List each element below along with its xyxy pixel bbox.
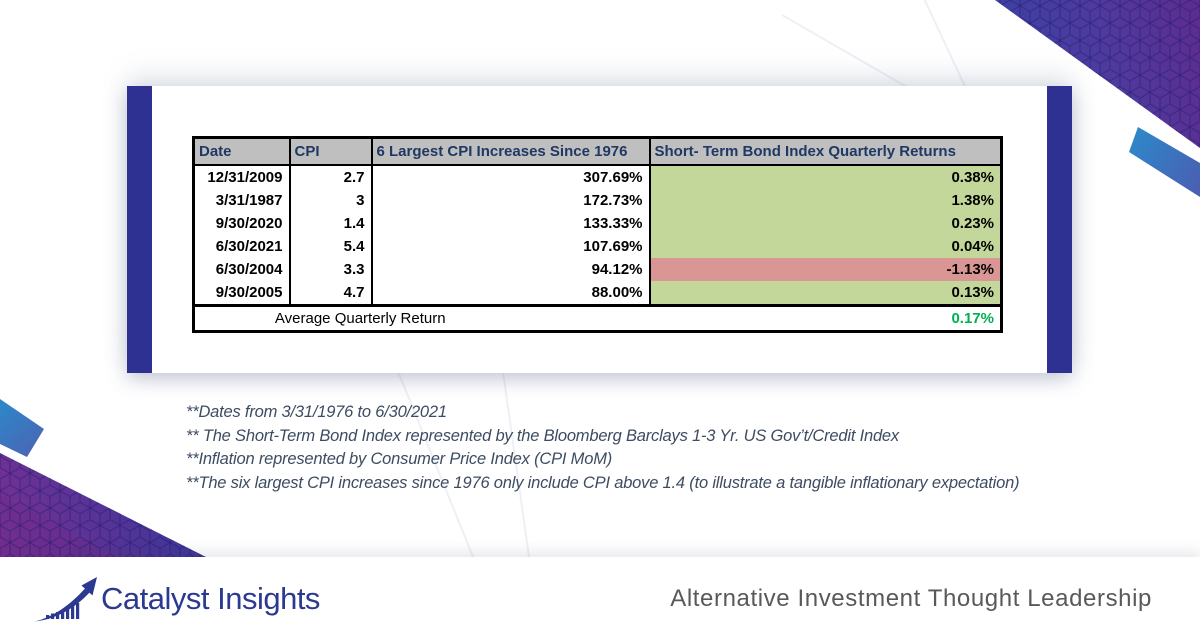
- blue-band-top-right: [1129, 127, 1200, 197]
- table-card: Date CPI 6 Largest CPI Increases Since 1…: [127, 86, 1072, 373]
- cell-date: 12/31/2009: [207, 169, 283, 186]
- table-row: 9/30/2020 1.4 133.33% 0.23%: [194, 212, 1002, 235]
- hex-wedge-bottom-left: [0, 453, 206, 557]
- header-cpi: CPI: [288, 137, 372, 166]
- cell-increase: 133.33%: [370, 212, 650, 235]
- cell-cpi: 3.3: [288, 258, 372, 281]
- footnote-line: **The six largest CPI increases since 19…: [186, 473, 1020, 492]
- header-bond-returns: Short- Term Bond Index Quarterly Returns: [648, 137, 1002, 166]
- footnote-line: **Dates from 3/31/1976 to 6/30/2021: [186, 403, 447, 421]
- cell-increase: 88.00%: [370, 281, 650, 306]
- cell-increase: 107.69%: [370, 235, 650, 258]
- summary-row: Average Quarterly Return 0.17%: [193, 304, 1002, 332]
- brand-name: Catalyst Insights: [101, 580, 320, 616]
- cell-date: 9/30/2020: [215, 215, 283, 232]
- cell-cpi: 1.4: [288, 212, 372, 235]
- cpi-returns-table: Date CPI 6 Largest CPI Increases Since 1…: [192, 136, 1003, 333]
- growth-arrow-chart-icon: [35, 576, 97, 621]
- cell-date: 3/31/1987: [215, 192, 283, 209]
- cell-return: 0.13%: [648, 281, 1002, 306]
- card-accent-bar-right: [1047, 86, 1072, 373]
- cell-cpi: 5.4: [288, 235, 372, 258]
- header-date: Date: [193, 137, 290, 166]
- cell-return: -1.13%: [648, 258, 1002, 281]
- cell-increase: 307.69%: [370, 165, 650, 189]
- cell-return: 0.23%: [648, 212, 1002, 235]
- card-accent-bar-left: [127, 86, 152, 373]
- footer-tagline: Alternative Investment Thought Leadershi…: [670, 584, 1152, 612]
- cell-return: 1.38%: [648, 189, 1002, 212]
- cell-date: 6/30/2004: [215, 261, 283, 278]
- cell-return: 0.38%: [648, 165, 1002, 189]
- footer: Catalyst Insights Alternative Investment…: [0, 557, 1200, 640]
- table-row: 9/30/2005 4.7 88.00% 0.13%: [194, 281, 1002, 306]
- cell-increase: 172.73%: [370, 189, 650, 212]
- table-row: 3/31/1987 3 172.73% 1.38%: [194, 189, 1002, 212]
- footnote-line: **Inflation represented by Consumer Pric…: [186, 450, 613, 468]
- table-row: 12/31/2009 2.7 307.69% 0.38%: [194, 165, 1002, 189]
- cell-increase: 94.12%: [370, 258, 650, 281]
- footnotes: **Dates from 3/31/1976 to 6/30/2021 ** T…: [186, 401, 1020, 495]
- cell-return: 0.04%: [648, 235, 1002, 258]
- summary-value: 0.17%: [649, 304, 1002, 332]
- cell-cpi: 2.7: [288, 165, 372, 189]
- cell-cpi: 4.7: [288, 281, 372, 306]
- cell-date: 9/30/2005: [215, 284, 283, 301]
- blue-band-bottom-left: [0, 399, 44, 457]
- header-cpi-increases: 6 Largest CPI Increases Since 1976: [370, 137, 650, 166]
- table-header-row: Date CPI 6 Largest CPI Increases Since 1…: [193, 137, 1002, 166]
- catalyst-insights-logo: Catalyst Insights: [34, 575, 320, 623]
- cell-date: 6/30/2021: [215, 238, 283, 255]
- table-row: 6/30/2021 5.4 107.69% 0.04%: [194, 235, 1002, 258]
- footnote-line: ** The Short-Term Bond Index represented…: [186, 426, 899, 445]
- cell-cpi: 3: [288, 189, 372, 212]
- table-row: 6/30/2004 3.3 94.12% -1.13%: [194, 258, 1002, 281]
- summary-label: Average Quarterly Return: [193, 304, 650, 332]
